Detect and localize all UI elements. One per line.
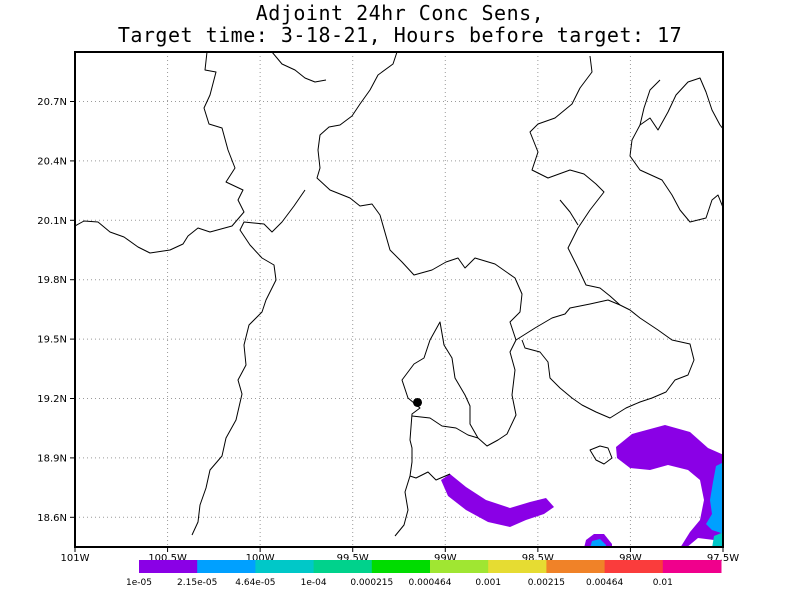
lat-tick-label: 19.2N — [37, 394, 67, 405]
colorbar-swatch — [488, 560, 547, 573]
lon-tick-label: 99W — [434, 553, 457, 564]
latitude-axis: 20.7N 20.4N 20.1N 19.8N 19.5N 19.2N 18.9N 18.6N — [37, 97, 75, 524]
state-border-northwest — [75, 52, 245, 254]
lat-tick-label: 18.9N — [37, 453, 67, 464]
colorbar-label: 0.000215 — [350, 578, 393, 588]
lat-lon-grid — [74, 52, 724, 547]
sensitivity-region-east-blue — [706, 462, 723, 534]
state-border-small-east-piece — [589, 445, 613, 465]
colorbar-swatch — [313, 560, 373, 573]
state-border-east-central — [521, 55, 695, 419]
colorbar: 1e-05 2.15e-05 4.64e-05 1e-04 0.000215 0.0004… — [126, 560, 722, 588]
colorbar-label: 0.001 — [475, 578, 501, 588]
state-border-far-east-north — [639, 77, 723, 131]
colorbar-label: 1e-04 — [301, 578, 327, 588]
lon-tick-label: 100W — [246, 553, 275, 564]
lat-tick-label: 19.5N — [37, 335, 67, 346]
lat-tick-label: 20.1N — [37, 216, 67, 227]
lon-tick-label: 99.5W — [337, 553, 369, 564]
colorbar-swatch — [255, 560, 315, 573]
state-border-far-east — [629, 79, 723, 223]
plot-title-line-1: Adjoint 24hr Conc Sens, — [255, 1, 545, 25]
sensitivity-shading — [441, 425, 723, 547]
colorbar-label: 0.00464 — [586, 578, 623, 588]
lat-tick-label: 18.6N — [37, 513, 67, 524]
lon-tick-label: 100.5W — [148, 553, 187, 564]
state-border-central-south — [515, 299, 621, 341]
plot-title-line-2: Target time: 3-18-21, Hours before targe… — [117, 23, 683, 47]
state-borders — [75, 52, 723, 537]
colorbar-swatch — [604, 560, 664, 573]
colorbar-label: 1e-05 — [126, 578, 152, 588]
colorbar-swatch — [430, 560, 489, 573]
colorbar-swatch — [371, 560, 431, 573]
longitude-axis: 101W 100.5W 100W 99.5W 99W 98.5W 98W 97.5W — [61, 547, 739, 564]
target-location-marker — [413, 397, 423, 407]
lon-tick-label: 98W — [619, 553, 642, 564]
lon-tick-label: 101W — [61, 553, 90, 564]
colorbar-swatch — [662, 560, 722, 573]
sensitivity-region-east-purple — [616, 425, 723, 547]
state-border-north-central — [316, 52, 523, 537]
state-border-south-arc — [409, 471, 451, 481]
lat-tick-label: 20.4N — [37, 156, 67, 167]
lat-tick-label: 19.8N — [37, 275, 67, 286]
colorbar-label: 0.01 — [653, 578, 673, 588]
state-border-north-central-east — [271, 52, 327, 83]
state-border-east-spur — [559, 199, 579, 226]
sensitivity-region-east-cyan — [712, 532, 723, 547]
lon-tick-label: 98.5W — [522, 553, 554, 564]
sensitivity-region-small-blue — [590, 539, 606, 547]
colorbar-swatch — [139, 560, 198, 573]
colorbar-label: 2.15e-05 — [177, 578, 217, 588]
colorbar-swatch — [197, 560, 256, 573]
colorbar-label: 4.64e-05 — [235, 578, 275, 588]
colorbar-label: 0.000464 — [409, 578, 452, 588]
lat-tick-label: 20.7N — [37, 97, 67, 108]
state-border-south-central — [411, 415, 479, 439]
colorbar-swatch — [546, 560, 606, 573]
lon-tick-label: 97.5W — [707, 553, 739, 564]
state-border-west-vertical — [191, 189, 306, 536]
map-frame — [74, 51, 724, 548]
colorbar-label: 0.00215 — [528, 578, 565, 588]
sensitivity-region-arc-purple — [441, 474, 554, 527]
